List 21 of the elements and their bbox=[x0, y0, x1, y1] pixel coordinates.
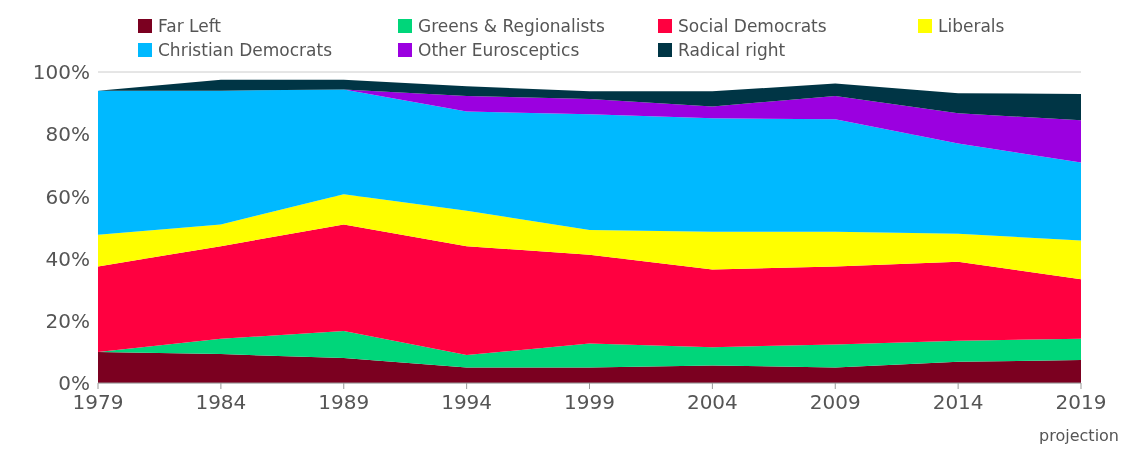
x-tick-label: 2019 bbox=[1055, 390, 1107, 414]
x-tick-label: 2004 bbox=[686, 390, 738, 414]
legend-label: Greens & Regionalists bbox=[417, 15, 606, 38]
y-tick-label: 40% bbox=[45, 246, 90, 271]
x-tick-label: 2009 bbox=[809, 390, 861, 414]
y-tick-label: 60% bbox=[45, 184, 90, 209]
x-tick-label: 1984 bbox=[195, 390, 247, 414]
x-tick-label: 1989 bbox=[318, 390, 370, 414]
x-tick-label: 2014 bbox=[932, 390, 984, 414]
x-tick-label: 1999 bbox=[564, 390, 615, 414]
legend-label: Social Democrats bbox=[677, 15, 828, 38]
text: projection bbox=[1039, 426, 1119, 445]
legend-label: Christian Democrats bbox=[157, 39, 333, 62]
y-tick-label: 80% bbox=[45, 122, 90, 147]
legend-label: Far Left bbox=[157, 15, 222, 38]
x-tick-label: 1994 bbox=[441, 390, 493, 414]
legend-label: Other Eurosceptics bbox=[417, 39, 581, 62]
y-tick-label: 100% bbox=[32, 60, 90, 85]
legend-label: Radical right bbox=[677, 39, 787, 62]
legend-label: Liberals bbox=[937, 15, 1006, 38]
y-tick-label: 20% bbox=[45, 308, 90, 333]
